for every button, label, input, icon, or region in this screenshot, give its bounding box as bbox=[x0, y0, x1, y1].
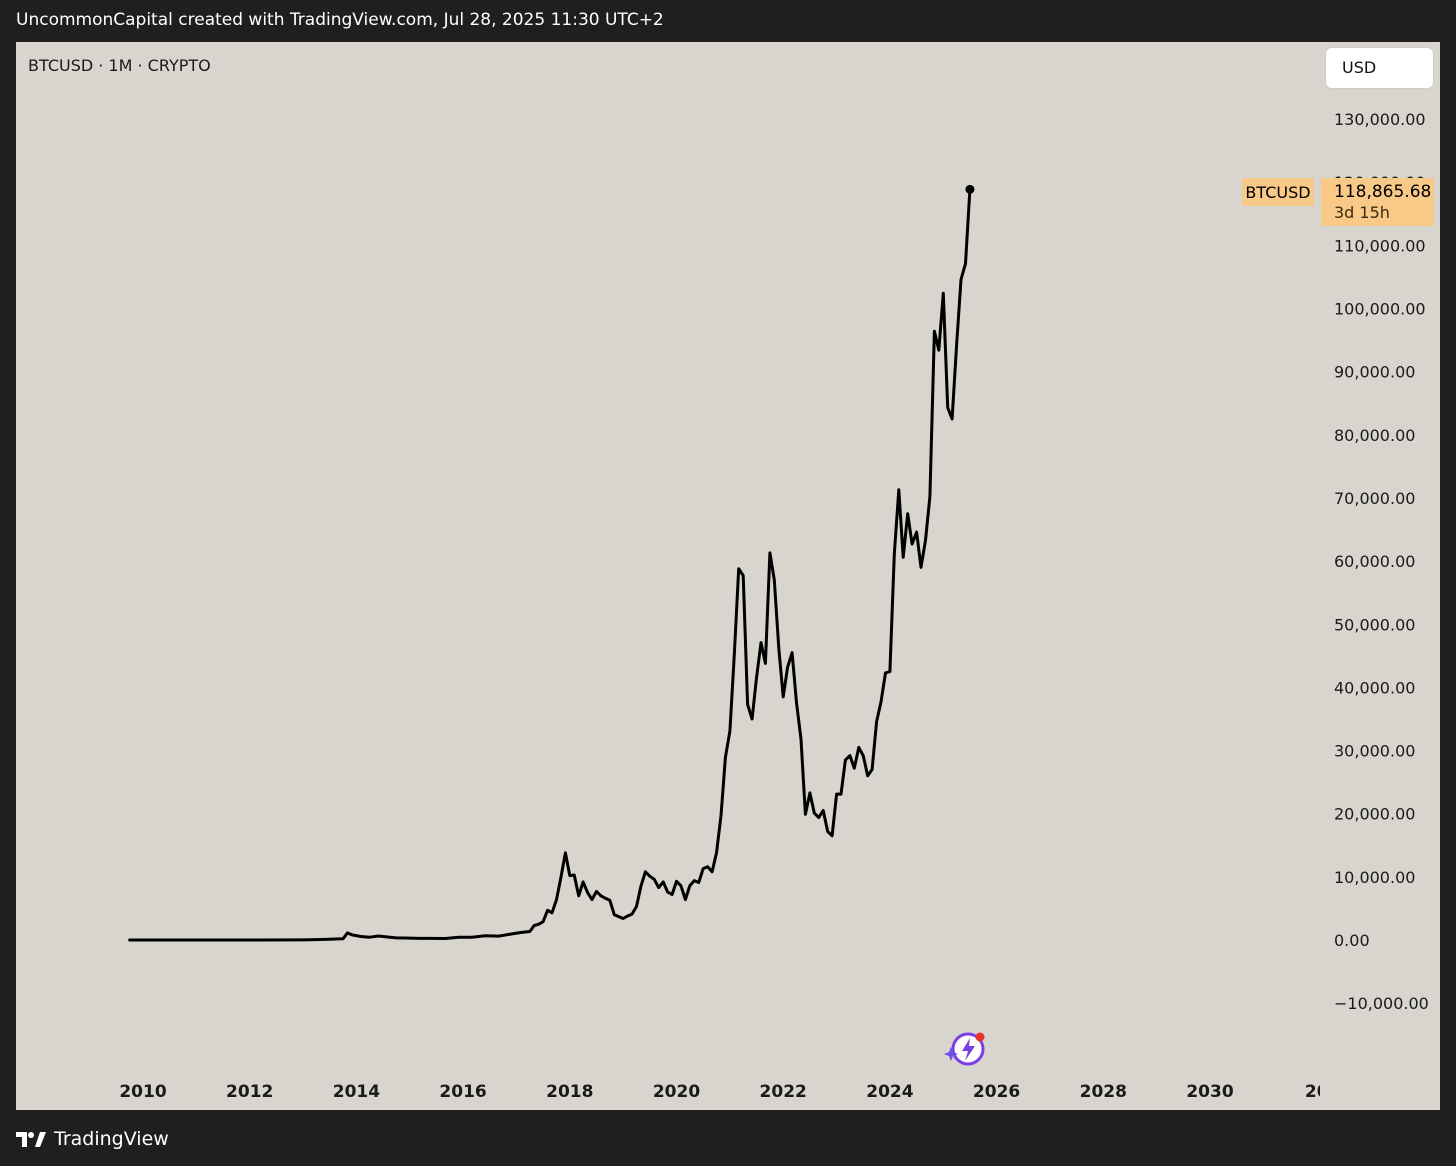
ai-assistant-icon[interactable] bbox=[944, 1032, 985, 1066]
x-tick-label: 2014 bbox=[333, 1082, 380, 1102]
currency-button[interactable]: USD bbox=[1326, 48, 1433, 88]
x-axis-clip bbox=[1320, 1072, 1440, 1110]
tradingview-logo[interactable]: TradingView bbox=[16, 1128, 169, 1150]
footer-brand: TradingView bbox=[54, 1128, 169, 1150]
y-tick-label: 90,000.00 bbox=[1334, 363, 1415, 382]
last-price-label: 118,865.68 bbox=[1334, 182, 1431, 202]
x-tick-label: 2030 bbox=[1186, 1082, 1233, 1102]
x-tick-label: 2024 bbox=[866, 1082, 913, 1102]
tradingview-logo-icon bbox=[16, 1132, 46, 1147]
chart-panel[interactable]: 130,000.00 110,000.00 100,000.00 90,000.00 8… bbox=[16, 42, 1440, 1110]
symbol-tag-bg bbox=[1242, 178, 1314, 206]
x-tick-label: 2018 bbox=[546, 1082, 593, 1102]
y-tick-label: 130,000.00 bbox=[1334, 110, 1426, 129]
y-tick-label: 80,000.00 bbox=[1334, 426, 1415, 445]
price-line bbox=[128, 187, 972, 942]
y-tick-label: 0.00 bbox=[1334, 931, 1370, 950]
y-tick-label: 100,000.00 bbox=[1334, 300, 1426, 319]
x-tick-label: 2028 bbox=[1080, 1082, 1127, 1102]
x-tick-label: 2026 bbox=[973, 1082, 1020, 1102]
chart-caption: UncommonCapital created with TradingView… bbox=[16, 10, 664, 30]
y-tick-label: 10,000.00 bbox=[1334, 868, 1415, 887]
y-tick-label: 60,000.00 bbox=[1334, 552, 1415, 571]
x-tick-label: 2022 bbox=[760, 1082, 807, 1102]
x-tick-label: 2012 bbox=[226, 1082, 273, 1102]
y-tick-label: 70,000.00 bbox=[1334, 489, 1415, 508]
x-tick-label: 2020 bbox=[653, 1082, 700, 1102]
last-price-dot bbox=[965, 184, 975, 194]
symbol-info: BTCUSD · 1M · CRYPTO bbox=[28, 56, 211, 75]
y-tick-label: 40,000.00 bbox=[1334, 678, 1415, 697]
y-tick-label: 110,000.00 bbox=[1334, 236, 1426, 255]
y-tick-label: 20,000.00 bbox=[1334, 805, 1415, 824]
x-tick-label: 2016 bbox=[439, 1082, 486, 1102]
bar-countdown-label: 3d 15h bbox=[1334, 203, 1390, 222]
x-tick-label: 2010 bbox=[119, 1082, 166, 1102]
symbol-tag: BTCUSD bbox=[1245, 183, 1310, 202]
price-tag-bg bbox=[1321, 178, 1434, 226]
price-chart[interactable]: 130,000.00 110,000.00 100,000.00 90,000.00 8… bbox=[16, 42, 1440, 1110]
y-tick-label: −10,000.00 bbox=[1334, 994, 1429, 1013]
y-tick-label: 30,000.00 bbox=[1334, 742, 1415, 761]
y-tick-label: 50,000.00 bbox=[1334, 615, 1415, 634]
